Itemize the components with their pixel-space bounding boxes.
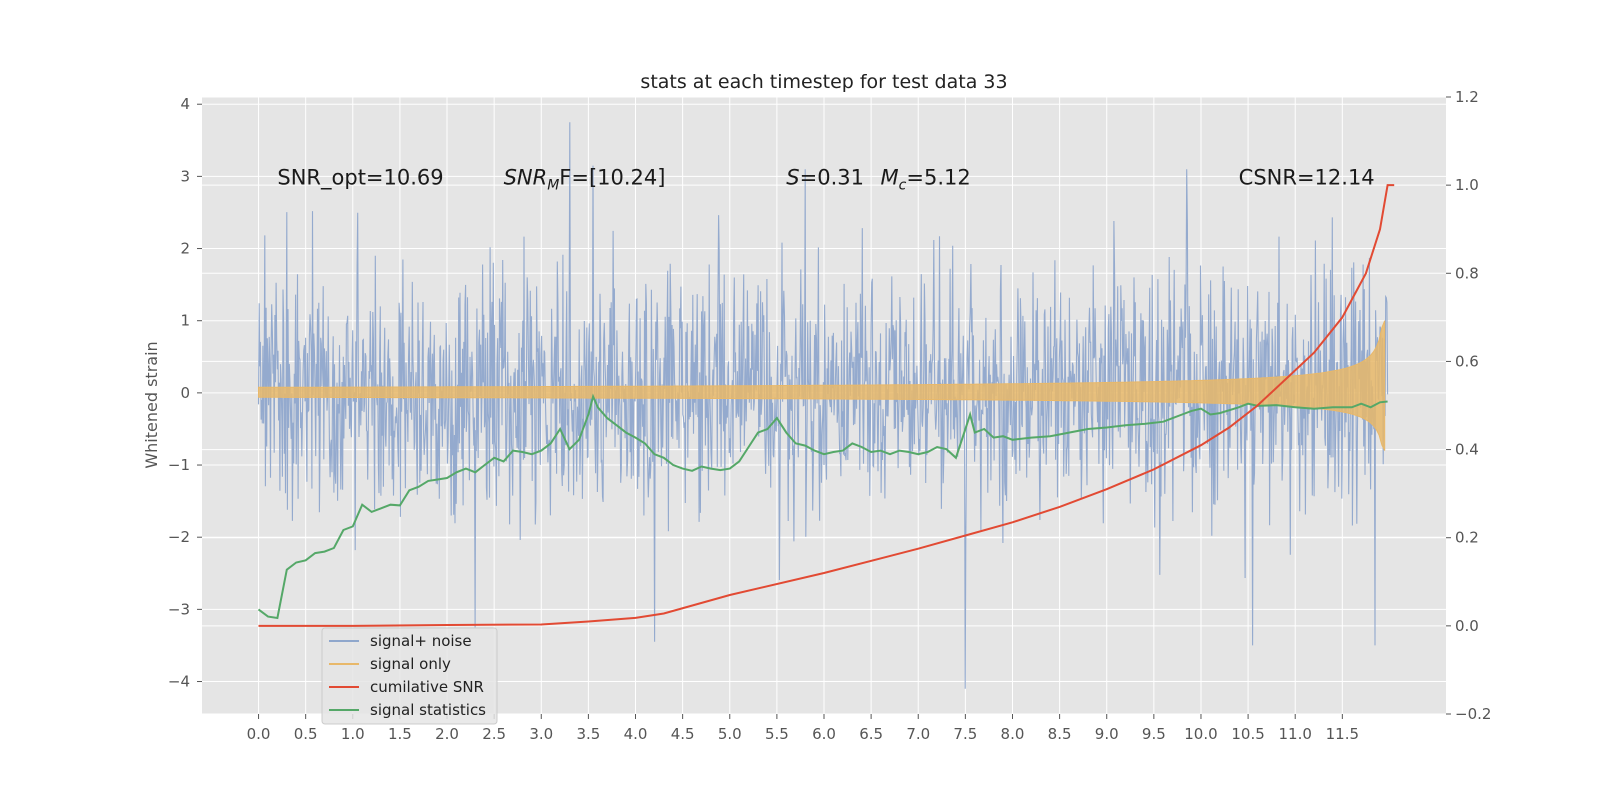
x-tick-label: 6.0 — [812, 725, 836, 743]
y-left-tick-label: −1 — [168, 456, 190, 474]
x-tick-label: 2.0 — [435, 725, 459, 743]
y-axis-label: Whitened strain — [142, 341, 161, 468]
chart-title: stats at each timestep for test data 33 — [640, 71, 1007, 93]
legend-box — [321, 627, 498, 725]
x-tick-label: 1.5 — [388, 725, 412, 743]
x-tick-label: 5.0 — [718, 725, 742, 743]
y-right-tick-label: 0.2 — [1455, 529, 1479, 547]
x-tick-label: 5.5 — [765, 725, 789, 743]
annotations: SNR_opt=10.69 SNRMF=[10.24] S=0.31 Mc=5.12 C… — [277, 165, 1374, 193]
y-left-tick-label: −2 — [168, 528, 190, 546]
y-axis-left: −4 −3 −2 −1 0 1 2 3 4 — [168, 95, 202, 691]
y-left-tick-label: 1 — [180, 312, 190, 330]
y-left-tick-label: −3 — [168, 600, 190, 618]
x-tick-label: 0.5 — [294, 725, 318, 743]
signal-statistics-line — [257, 393, 1388, 620]
x-tick-label: 9.5 — [1142, 725, 1166, 743]
x-tick-label: 8.0 — [1001, 725, 1025, 743]
x-tick-label: 10.0 — [1184, 725, 1217, 743]
x-tick-label: 7.0 — [906, 725, 930, 743]
cumulative-snr-series — [258, 184, 1395, 627]
legend-label: signal statistics — [370, 701, 486, 719]
x-tick-label: 4.0 — [624, 725, 648, 743]
annotation-text: SNR_opt=10.69 — [277, 165, 443, 190]
signal-statistics-series — [257, 393, 1388, 620]
y-right-tick-label: 0.0 — [1455, 617, 1479, 635]
x-tick-label: 3.5 — [576, 725, 600, 743]
legend-label: signal only — [370, 655, 451, 673]
x-tick-label: 2.5 — [482, 725, 506, 743]
legend: signal+ noise signal only cumilative SNR si… — [321, 627, 498, 725]
y-left-tick-label: −4 — [168, 673, 190, 691]
annotation-text: Mc=5.12 — [881, 165, 971, 193]
x-tick-label: 10.5 — [1231, 725, 1264, 743]
y-right-tick-label: 0.6 — [1455, 352, 1479, 370]
y-right-tick-label: 0.8 — [1455, 264, 1479, 282]
x-tick-label: 11.0 — [1279, 725, 1312, 743]
annotation-text: S=0.31 — [786, 165, 864, 189]
x-tick-label: 9.0 — [1095, 725, 1119, 743]
x-tick-label: 3.0 — [529, 725, 553, 743]
x-tick-label: 0.0 — [247, 725, 271, 743]
legend-label: cumilative SNR — [370, 678, 484, 696]
x-tick-label: 4.5 — [671, 725, 695, 743]
x-axis: 0.0 0.5 1.0 1.5 2.0 2.5 3.0 3.5 4.0 4.5 5.0 5.5 6.0 6… — [247, 714, 1359, 743]
x-tick-label: 7.5 — [953, 725, 977, 743]
x-tick-label: 1.0 — [341, 725, 365, 743]
signal-only-series — [258, 320, 1386, 451]
y-left-tick-label: 0 — [180, 384, 190, 402]
y-left-tick-label: 3 — [180, 167, 190, 185]
cumulative-snr-line — [258, 184, 1395, 627]
x-tick-label: 8.5 — [1048, 725, 1072, 743]
x-tick-label: 6.5 — [859, 725, 883, 743]
y-left-tick-label: 4 — [180, 95, 190, 113]
y-right-tick-label: −0.2 — [1455, 705, 1491, 723]
y-left-tick-label: 2 — [180, 240, 190, 258]
annotation-text: SNRMF=[10.24] — [504, 165, 666, 193]
legend-label: signal+ noise — [370, 632, 472, 650]
annotation-text: CSNR=12.14 — [1239, 165, 1375, 189]
y-right-tick-label: 1.2 — [1455, 88, 1479, 106]
x-tick-label: 11.5 — [1326, 725, 1359, 743]
y-right-tick-label: 0.4 — [1455, 441, 1479, 459]
signal-only-area — [258, 320, 1386, 451]
y-right-tick-label: 1.0 — [1455, 176, 1479, 194]
y-axis-right: −0.2 0.0 0.2 0.4 0.6 0.8 1.0 1.2 — [1446, 88, 1491, 723]
